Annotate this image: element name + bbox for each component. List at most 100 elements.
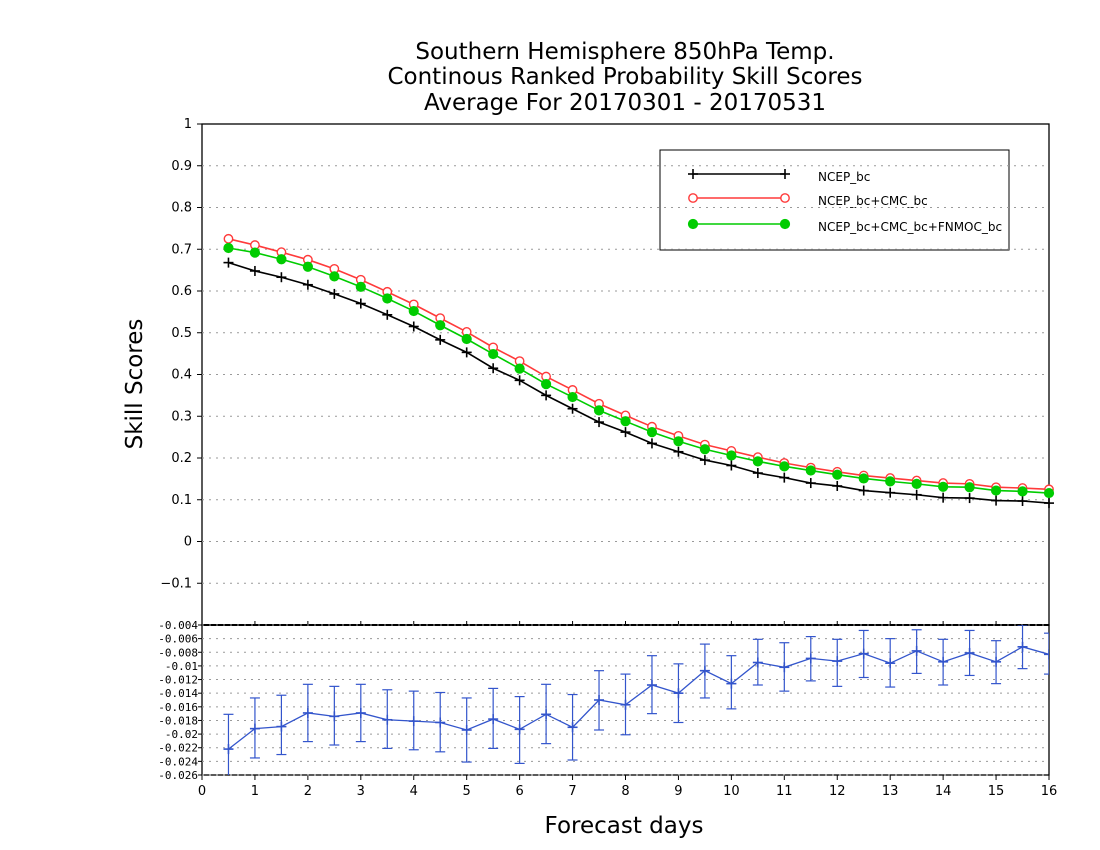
series-0-point [699,455,710,466]
legend-label-ncep-cmc-fnmoc: NCEP_bc+CMC_bc+FNMOC_bc [818,220,1002,234]
bottom-panel: -0.026-0.024-0.022-0.02-0.018-0.016-0.01… [158,619,1049,782]
y-tick-label: 0.7 [171,242,192,257]
difference-point [964,647,975,658]
y-axis-label: Skill Scores [122,319,148,450]
series-2-point [540,379,552,390]
x-tick-label: 14 [935,784,952,799]
y-tick-label: 1 [184,117,192,132]
series-2-point [329,271,340,282]
y-tick-label: 0.3 [171,409,192,424]
series-0-point [726,460,737,471]
series-2-point [1043,487,1055,499]
difference-point [514,724,525,735]
bottom-y-tick-label: -0.008 [158,646,198,659]
series-0-point [885,487,896,498]
series-0-point [329,288,340,299]
series-0-point [991,495,1002,506]
series-2-point [805,465,816,476]
legend-marker [780,169,790,179]
series-0-point [911,489,922,500]
bottom-y-tick-label: -0.014 [158,687,198,700]
x-tick-label: 0 [198,784,206,799]
series-0-point [858,485,869,496]
legend-sample-0 [688,169,790,179]
series-2-point [938,481,949,492]
bottom-y-tick-label: -0.004 [158,619,198,632]
difference-point [938,656,949,667]
difference-point [752,657,763,668]
series-2-point [885,476,896,487]
x-tick-label: 12 [829,784,846,799]
difference-point [858,648,869,659]
series-0-point [594,417,605,428]
series-2-point [567,391,578,403]
difference-point [461,725,472,735]
difference-point [329,711,340,722]
difference-point [911,645,922,656]
y-tick-label: 0.6 [171,284,192,299]
bottom-y-tick-label: -0.006 [158,633,198,646]
difference-point [382,714,393,725]
series-2-point [726,450,737,461]
series-2-point [593,405,605,416]
legend-marker [687,218,699,230]
legend-marker [779,218,791,230]
y-tick-label: 0.2 [171,451,192,466]
difference-point [779,662,790,673]
legend-box [659,149,1010,251]
series-line-2 [228,247,1050,494]
series-2-point [223,242,234,254]
x-tick-label: 10 [723,784,740,799]
series-0-point [408,321,419,332]
difference-point [620,699,631,710]
series-2-point [249,247,261,258]
series-2-point [488,348,499,360]
series-0 [223,257,1054,509]
legend-label-ncep-cmc: NCEP_bc+CMC_bc [818,194,928,208]
difference-point [488,714,499,725]
series-2-point [990,485,1002,496]
difference-point [1044,649,1049,660]
series-0-point [673,446,684,457]
y-tick-label: −0.1 [160,576,192,591]
difference-point [991,656,1002,667]
series-0-point [249,265,260,276]
series-0-point [302,279,313,290]
series-0-point [832,480,843,491]
series-line-1 [228,238,1050,491]
bottom-y-tick-label: -0.016 [158,701,198,714]
x-tick-label: 3 [357,784,365,799]
series-2-point [382,293,393,304]
x-tick-label: 11 [776,784,793,799]
series-2-point [302,261,313,272]
series-0-point [964,493,975,504]
difference-point [1017,641,1028,652]
series-0-point [938,492,949,503]
x-tick-label: 16 [1041,784,1058,799]
series-2-point [646,427,658,438]
series-0-point [779,472,790,483]
series-2-point [964,482,975,493]
x-tick-label: 8 [621,784,629,799]
series-2-point [435,320,446,331]
legend-sample-2 [687,218,791,230]
difference-point [435,717,446,728]
difference-line [228,646,1049,750]
series-0-point [435,334,446,345]
series-2-point [620,416,631,427]
difference-point [223,744,234,755]
y-tick-label: 0.8 [171,201,192,216]
series-2-point [276,254,287,265]
series-2-point [752,456,763,467]
series-0-point [646,438,657,449]
series-0-point [1044,498,1054,509]
chart-title-line-1: Southern Hemisphere 850hPa Temp. [415,39,834,65]
legend-label-ncep-bc: NCEP_bc [818,170,870,184]
series-0-point [355,298,366,309]
bottom-y-tick-label: -0.01 [165,660,198,673]
series-2 [223,242,1055,499]
bottom-y-tick-label: -0.024 [158,755,198,768]
series-2-point [461,333,472,345]
legend-marker [688,193,698,203]
